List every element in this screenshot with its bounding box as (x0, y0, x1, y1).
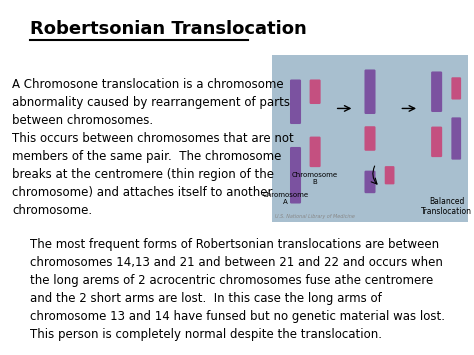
Text: A Chromosone translocation is a chromosome
abnormality caused by rearrangement o: A Chromosone translocation is a chromoso… (12, 78, 290, 127)
Text: Chromosome
A: Chromosome A (263, 192, 309, 205)
FancyBboxPatch shape (431, 127, 442, 157)
Bar (272, 55, 468, 222)
FancyBboxPatch shape (451, 118, 461, 160)
FancyBboxPatch shape (290, 147, 301, 203)
FancyBboxPatch shape (365, 126, 375, 151)
FancyBboxPatch shape (431, 71, 442, 112)
Text: U.S. National Library of Medicine: U.S. National Library of Medicine (275, 214, 355, 219)
Text: Balanced
Translocation: Balanced Translocation (421, 197, 472, 216)
FancyBboxPatch shape (385, 166, 394, 184)
FancyBboxPatch shape (365, 171, 375, 193)
FancyBboxPatch shape (310, 137, 320, 167)
FancyBboxPatch shape (451, 77, 461, 99)
Text: The most frequent forms of Robertsonian translocations are between
chromosomes 1: The most frequent forms of Robertsonian … (30, 238, 445, 341)
FancyBboxPatch shape (310, 80, 320, 104)
FancyBboxPatch shape (365, 70, 375, 114)
Text: Robertsonian Translocation: Robertsonian Translocation (30, 20, 307, 38)
Text: Chromosome
B: Chromosome B (292, 172, 338, 185)
Text: This occurs between chromosomes that are not
members of the same pair.  The chro: This occurs between chromosomes that are… (12, 132, 294, 217)
FancyBboxPatch shape (290, 80, 301, 124)
